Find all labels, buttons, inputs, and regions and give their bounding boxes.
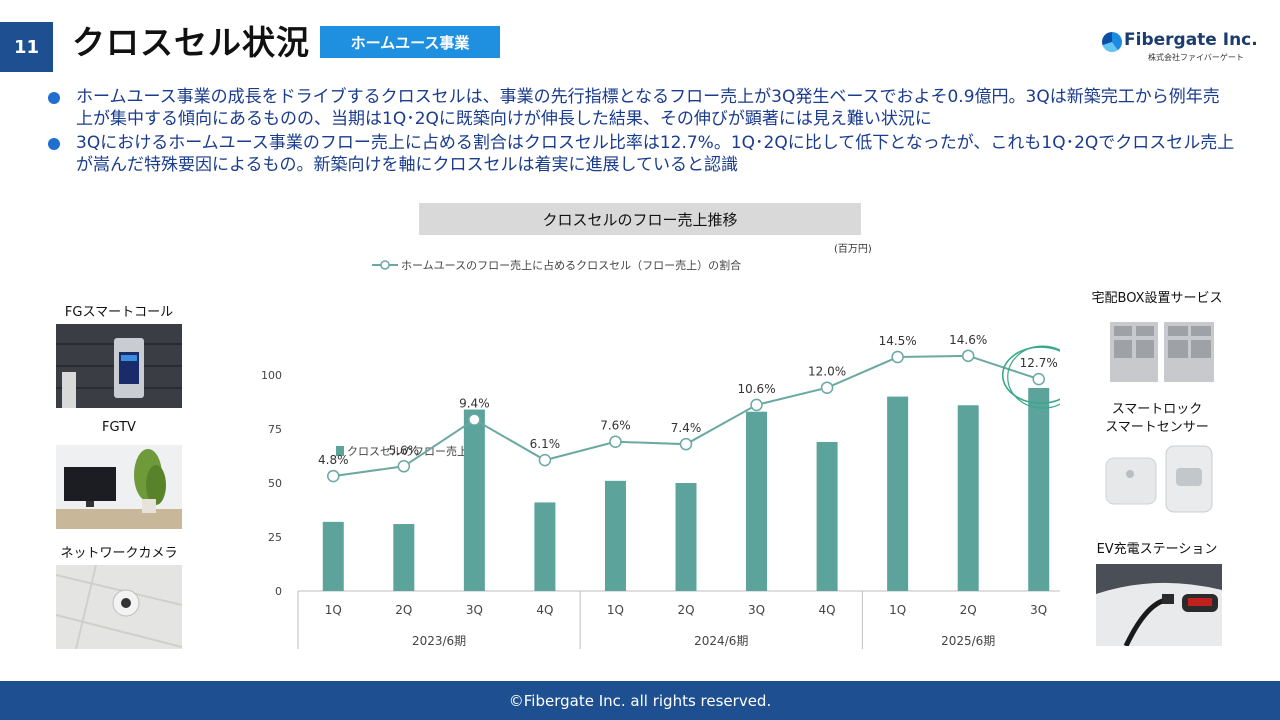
bullet-text: 3Qにおけるホームユース事業のフロー売上に占める割合はクロスセル比率は12.7%…	[76, 133, 1235, 175]
ratio-point	[538, 453, 552, 467]
ratio-point	[468, 413, 481, 426]
bullet-dot-icon	[48, 138, 60, 150]
ratio-line	[333, 354, 1040, 478]
service-label-smartlock: スマートロック スマートセンサー	[1105, 402, 1209, 435]
group-label: 2025/6期	[941, 634, 995, 648]
bar	[393, 524, 415, 591]
bar	[1028, 387, 1050, 591]
x-tick-label: 2Q	[960, 603, 977, 617]
ratio-point	[820, 381, 834, 394]
delivery-box-photo-icon	[1106, 316, 1218, 384]
bar	[746, 411, 768, 591]
bar	[534, 502, 556, 591]
chart-title: クロスセルのフロー売上推移	[419, 203, 861, 235]
bar	[675, 483, 697, 591]
chart-axes: 0 25 50 75 100 1Q 2Q 3Q 4Q 1Q 2Q 3Q 4Q 1Q 2Q 3Q 2023/6期 2…	[261, 369, 1060, 649]
bar	[322, 521, 344, 591]
ev-charger-photo-icon	[1096, 564, 1222, 646]
ratio-point	[1032, 372, 1045, 386]
ratio-data-label: 7.6%	[600, 419, 631, 433]
x-tick-label: 3Q	[748, 603, 765, 617]
ratio-point	[327, 469, 340, 483]
y-tick-label: 100	[261, 369, 282, 382]
service-label-deliverybox: 宅配BOX設置サービス	[1091, 291, 1223, 306]
x-tick-label: 3Q	[1030, 603, 1047, 617]
segment-badge: ホームユース事業	[320, 26, 500, 58]
ratio-data-label: 10.6%	[737, 382, 775, 396]
bar-legend-label: クロスセルのフロー売上	[347, 445, 468, 458]
ratio-point	[891, 350, 904, 364]
bullet-text: ホームユース事業の成長をドライブするクロスセルは、事業の先行指標となるフロー売上…	[76, 87, 1220, 129]
x-tick-label: 1Q	[889, 603, 906, 617]
service-label-fgtv: FGTV	[102, 420, 136, 435]
ratio-data-label: 6.1%	[530, 437, 561, 451]
logo-sub: 株式会社ファイバーゲート	[1148, 53, 1244, 62]
bar-series	[322, 387, 1050, 591]
bar	[463, 409, 485, 591]
x-tick-label: 1Q	[607, 603, 624, 617]
line-legend: ホームユースのフロー売上に占めるクロスセル（フロー売上）の割合	[372, 258, 741, 272]
highlight-circle	[1001, 346, 1060, 404]
company-logo: Fibergate Inc. 株式会社ファイバーゲート	[1102, 30, 1258, 66]
highlight-circle	[1007, 345, 1060, 409]
ratio-data-label: 12.7%	[1020, 356, 1058, 370]
bullet-item: ホームユース事業の成長をドライブするクロスセルは、事業の先行指標となるフロー売上…	[46, 86, 1236, 130]
ratio-line-series: 4.8% 5.6% 9.4% 6.1% 7.6% 7.4% 10.6% 12.0% 14.5% 1…	[318, 333, 1060, 483]
x-tick-label: 2Q	[677, 603, 694, 617]
bullet-dot-icon	[48, 92, 60, 104]
y-tick-label: 50	[268, 477, 282, 490]
bullet-list: ホームユース事業の成長をドライブするクロスセルは、事業の先行指標となるフロー売上…	[46, 86, 1236, 178]
footer-copyright: ©Fibergate Inc. all rights reserved.	[0, 681, 1280, 720]
unit-label: (百万円)	[834, 243, 872, 255]
cross-sell-chart: (百万円) ホームユースのフロー売上に占めるクロスセル（フロー売上）の割合 クロ…	[261, 243, 1060, 649]
service-label-ev: EV充電ステーション	[1096, 542, 1218, 557]
group-label: 2024/6期	[694, 634, 748, 648]
bar-legend: クロスセルのフロー売上	[336, 445, 468, 458]
bar	[957, 405, 979, 591]
ratio-data-label: 12.0%	[808, 365, 846, 379]
page-number: 11	[0, 22, 53, 72]
ratio-data-label: 4.8%	[318, 453, 349, 467]
ratio-point	[750, 398, 763, 412]
bar	[816, 441, 838, 591]
bar	[604, 480, 626, 591]
y-tick-label: 25	[268, 531, 282, 544]
x-tick-label: 4Q	[819, 603, 836, 617]
ratio-data-label: 5.6%	[389, 443, 420, 457]
logo-name: Fibergate Inc.	[1124, 30, 1258, 50]
bullet-item: 3Qにおけるホームユース事業のフロー売上に占める割合はクロスセル比率は12.7%…	[46, 132, 1236, 176]
ratio-point	[609, 435, 622, 448]
line-legend-label: ホームユースのフロー売上に占めるクロスセル（フロー売上）の割合	[401, 258, 741, 272]
ratio-data-label: 14.5%	[879, 334, 917, 348]
smart-lock-photo-icon	[1100, 440, 1222, 518]
x-tick-label: 1Q	[325, 603, 342, 617]
ratio-point	[397, 460, 411, 473]
ratio-data-label: 9.4%	[459, 397, 490, 411]
tv-photo-icon	[56, 445, 182, 529]
page-title: クロスセル状況	[72, 23, 310, 62]
x-tick-label: 3Q	[466, 603, 483, 617]
group-label: 2023/6期	[412, 634, 466, 648]
logo-mark-icon	[1102, 32, 1122, 52]
service-label-smartcall: FGスマートコール	[64, 305, 174, 320]
ratio-data-label: 7.4%	[671, 421, 702, 435]
line-legend-marker-icon	[380, 260, 390, 270]
y-tick-label: 75	[268, 423, 282, 436]
ratio-point	[679, 437, 693, 451]
service-label-camera: ネットワークカメラ	[60, 546, 178, 561]
bar-legend-swatch	[336, 446, 344, 456]
x-tick-label: 4Q	[536, 603, 553, 617]
x-tick-label: 2Q	[395, 603, 412, 617]
smart-intercom-photo-icon	[56, 324, 182, 408]
ratio-point	[961, 349, 975, 363]
bar	[887, 396, 909, 591]
ratio-data-label: 14.6%	[949, 333, 987, 347]
ceiling-camera-photo-icon	[56, 565, 182, 649]
y-tick-label: 0	[275, 585, 282, 598]
